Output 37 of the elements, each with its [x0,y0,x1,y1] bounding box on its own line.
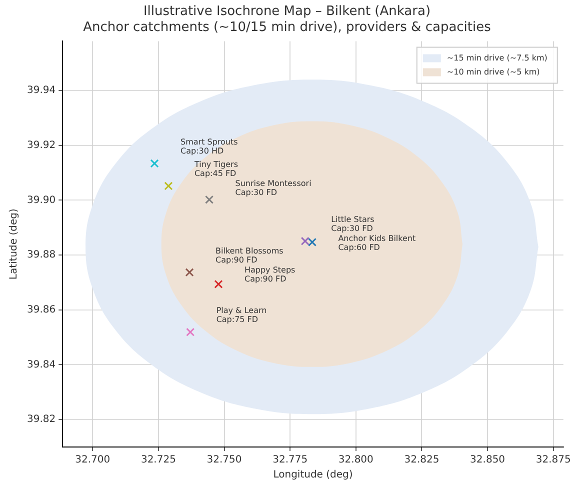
x-tick-label: 32.700 [75,454,110,466]
y-tick-label: 39.94 [26,85,56,96]
x-tick-label: 32.850 [470,454,506,466]
legend-label: ~15 min drive (~7.5 km) [446,53,548,62]
point [150,159,159,168]
annotation: Tiny Tigers Cap:45 FD [193,160,238,178]
y-tick-label: 39.92 [26,140,56,151]
point [186,328,195,336]
y-tick-label: 39.88 [26,250,56,261]
chart-title: Illustrative Isochrone Map – Bilkent (Ankara) [143,4,431,20]
x-tick-label: 32.750 [206,454,242,466]
point [204,195,214,204]
x-tick-label: 32.875 [536,454,571,466]
point [214,280,223,288]
annotation: Smart Sprouts Cap:30 HD [180,138,238,156]
legend-label: ~10 min drive (~5 km) [446,67,540,76]
y-tick-label: 39.90 [26,194,56,206]
annotation: Happy Steps Cap:90 FD [244,265,296,284]
annotation: Bilkent Blossoms Cap:90 FD [216,246,284,264]
annotation: Play & Learn Cap:75 FD [216,306,267,324]
x-tick-label: 32.725 [140,454,176,466]
y-tick-label: 39.86 [26,304,56,316]
annotation: Sunrise Montessori Cap:30 FD [235,179,312,198]
y-tick-label: 39.82 [26,414,56,426]
point [300,236,310,246]
point [164,182,173,190]
x-tick-label: 32.825 [404,454,440,466]
annotation: Anchor Kids Bilkent Cap:60 FD [338,234,416,252]
chart-subtitle: Anchor catchments (~10/15 min drive), providers & capacities [83,20,492,35]
point [185,268,194,277]
y-tick-label: 39.84 [26,359,56,370]
x-tick-label: 32.800 [338,454,374,466]
y-axis-title: Latitude (deg) [8,208,20,280]
x-axis-title: Longitude (deg) [273,470,353,481]
point [308,238,316,246]
annotation: Little Stars Cap:30 FD [331,215,374,234]
x-tick-label: 32.775 [272,454,308,466]
